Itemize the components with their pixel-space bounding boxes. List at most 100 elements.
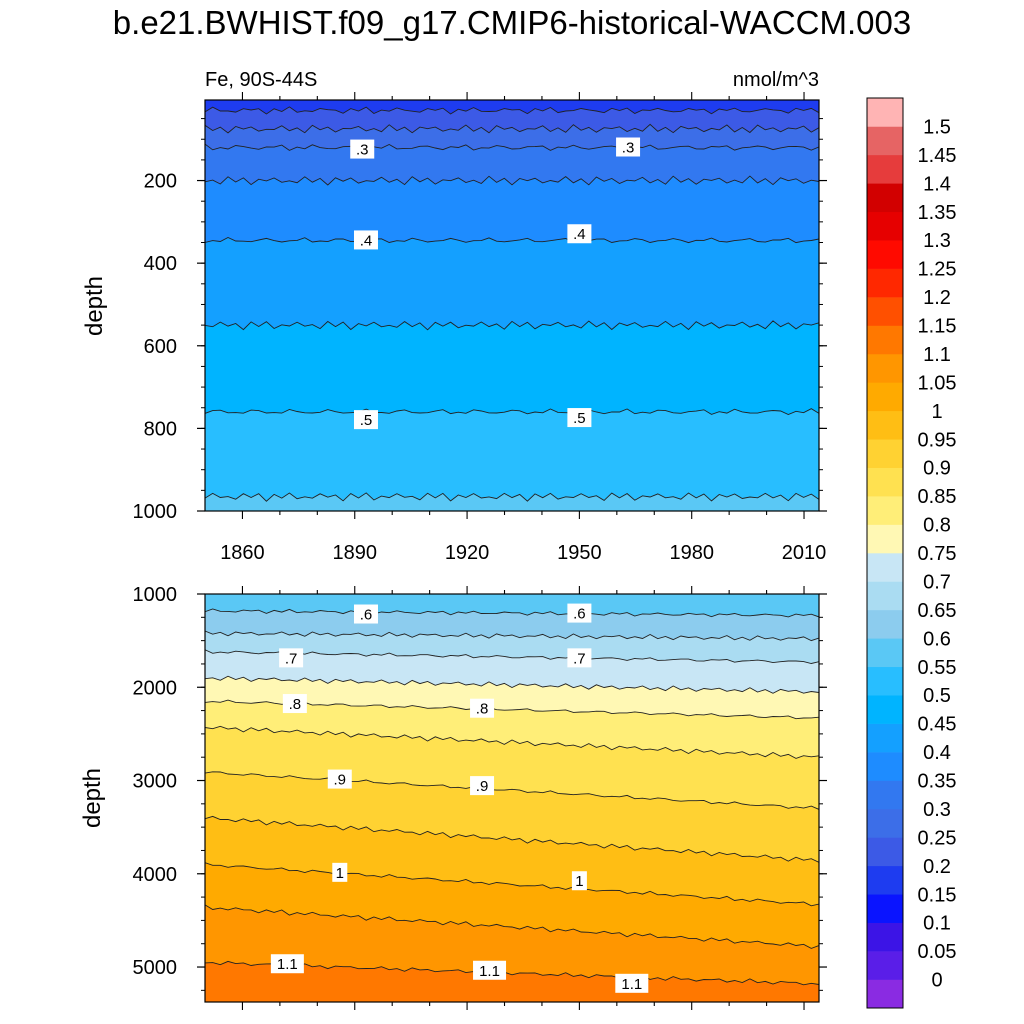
top-contour-label: .4 bbox=[360, 232, 373, 249]
colorbar-swatch bbox=[867, 524, 903, 554]
colorbar-swatch bbox=[867, 666, 903, 696]
top-contour-line bbox=[205, 408, 819, 415]
top-axes: 200 400 600 800 1000 1860 1890 1920 1950 1980 2010 bbox=[133, 92, 827, 564]
top-contour-line bbox=[205, 123, 819, 134]
top-x-tick-label: 1920 bbox=[445, 542, 490, 564]
colorbar-swatch bbox=[867, 496, 903, 525]
colorbar-swatch bbox=[867, 240, 903, 269]
bottom-y-tick-label: 3000 bbox=[133, 771, 178, 793]
colorbar-swatch bbox=[867, 410, 903, 440]
colorbar-label: 0.45 bbox=[918, 714, 957, 736]
bottom-contour-label: .9 bbox=[334, 772, 347, 789]
colorbar-swatch bbox=[867, 154, 903, 184]
bottom-contour-label: .8 bbox=[289, 696, 302, 713]
colorbar-label: 0 bbox=[931, 970, 942, 992]
top-y-tick-label: 200 bbox=[144, 171, 177, 193]
colorbar-label: 0.8 bbox=[923, 515, 951, 537]
top-x-tick-label: 1890 bbox=[333, 542, 378, 564]
colorbar-label: 1.25 bbox=[918, 259, 957, 281]
top-panel-right-label: nmol/m^3 bbox=[733, 69, 819, 91]
figure-title: b.e21.BWHIST.f09_g17.CMIP6-historical-WA… bbox=[112, 4, 912, 41]
colorbar-swatch bbox=[867, 183, 903, 213]
top-y-axis-label: depth bbox=[81, 276, 108, 336]
colorbar-label: 0.05 bbox=[918, 941, 957, 963]
bottom-plot-frame bbox=[204, 593, 820, 1003]
colorbar-label: 1.1 bbox=[923, 344, 951, 366]
colorbar-swatch bbox=[867, 894, 903, 923]
colorbar-swatch bbox=[867, 325, 903, 355]
bottom-contour-label-bg bbox=[353, 604, 378, 624]
bottom-contour-label: .7 bbox=[285, 650, 298, 667]
colorbar-swatch bbox=[867, 439, 903, 468]
colorbar-swatch bbox=[867, 382, 903, 412]
colorbar-label: 0.6 bbox=[923, 628, 951, 650]
top-x-tick-label: 1950 bbox=[557, 542, 602, 564]
colorbar-label: 0.55 bbox=[918, 657, 957, 679]
top-y-tick-label: 800 bbox=[144, 418, 177, 440]
colorbar-swatch bbox=[867, 467, 903, 497]
colorbar-label: 0.25 bbox=[918, 827, 957, 849]
top-contour-label-bg bbox=[567, 224, 592, 244]
top-fill-band bbox=[205, 492, 819, 511]
bottom-y-axis-label: depth bbox=[79, 768, 106, 828]
top-contour-line bbox=[205, 320, 819, 331]
bottom-contour-label-bg bbox=[567, 603, 592, 623]
top-contour-line bbox=[205, 143, 819, 151]
bottom-contour-line bbox=[205, 904, 819, 949]
bottom-contour-line bbox=[205, 699, 819, 720]
top-contour-label: .4 bbox=[573, 226, 586, 243]
bottom-contour-label-bg bbox=[327, 769, 352, 789]
colorbar-swatch bbox=[867, 837, 903, 867]
top-contour-label-bg bbox=[353, 410, 378, 430]
bottom-contour-line bbox=[205, 630, 819, 642]
bottom-contour-label: 1.1 bbox=[277, 956, 298, 973]
colorbar-label: 1.35 bbox=[918, 202, 957, 224]
bottom-contour-lines bbox=[205, 608, 819, 986]
bottom-contour-label: 1 bbox=[336, 865, 344, 882]
bottom-contour-label: 1.1 bbox=[479, 963, 500, 980]
colorbar-label: 0.3 bbox=[923, 799, 951, 821]
colorbar-swatch bbox=[867, 780, 903, 810]
bottom-contour-label: .9 bbox=[476, 778, 489, 795]
bottom-axes: 1000 2000 3000 4000 5000 bbox=[133, 584, 827, 1010]
top-y-tick-label: 1000 bbox=[133, 501, 178, 523]
bottom-contour-label: .7 bbox=[573, 650, 586, 667]
colorbar-label: 0.5 bbox=[923, 685, 951, 707]
colorbar-label: 1.5 bbox=[923, 116, 951, 138]
bottom-contour-label-bg bbox=[615, 973, 649, 993]
top-contour-label: .5 bbox=[573, 410, 586, 427]
colorbar-label: 0.7 bbox=[923, 571, 951, 593]
top-panel: .3 .3 .4 .4 .5 .5 200 400 600 800 1000 1860 1890 192… bbox=[81, 92, 827, 564]
colorbar-label: 0.95 bbox=[918, 429, 957, 451]
top-contour-label: .3 bbox=[356, 142, 369, 159]
bottom-contour-line bbox=[205, 862, 819, 907]
colorbar-swatch bbox=[867, 211, 903, 241]
colorbar-swatch bbox=[867, 268, 903, 298]
bottom-contour-line bbox=[205, 675, 819, 694]
top-contour-label-bg bbox=[567, 408, 592, 428]
colorbar-frame bbox=[866, 97, 904, 1009]
colorbar-swatch bbox=[867, 553, 903, 582]
top-contour-label: .5 bbox=[360, 412, 373, 429]
colorbar-label: 1 bbox=[931, 401, 942, 423]
top-contour-label: .3 bbox=[622, 140, 635, 157]
top-contour-line bbox=[205, 106, 819, 115]
colorbar-swatch bbox=[867, 723, 903, 753]
top-contour-lines bbox=[205, 106, 819, 502]
top-contour-label-bg bbox=[350, 139, 375, 159]
colorbar-swatch bbox=[867, 638, 903, 668]
bottom-y-tick-label: 1000 bbox=[133, 584, 178, 606]
bottom-contour-label-bg bbox=[473, 960, 507, 980]
bottom-contour-label-bg bbox=[270, 954, 304, 974]
top-x-tick-label: 2010 bbox=[782, 542, 827, 564]
bottom-contour-line bbox=[205, 771, 819, 810]
bottom-contour-label: .6 bbox=[573, 606, 586, 623]
colorbar-label: 0.9 bbox=[923, 458, 951, 480]
colorbar-label: 1.05 bbox=[918, 372, 957, 394]
colorbar-label: 0.35 bbox=[918, 771, 957, 793]
colorbar-swatch bbox=[867, 297, 903, 326]
colorbar-label: 0.4 bbox=[923, 742, 951, 764]
colorbar-label: 1.45 bbox=[918, 145, 957, 167]
bottom-contour-label-bg bbox=[571, 871, 587, 891]
